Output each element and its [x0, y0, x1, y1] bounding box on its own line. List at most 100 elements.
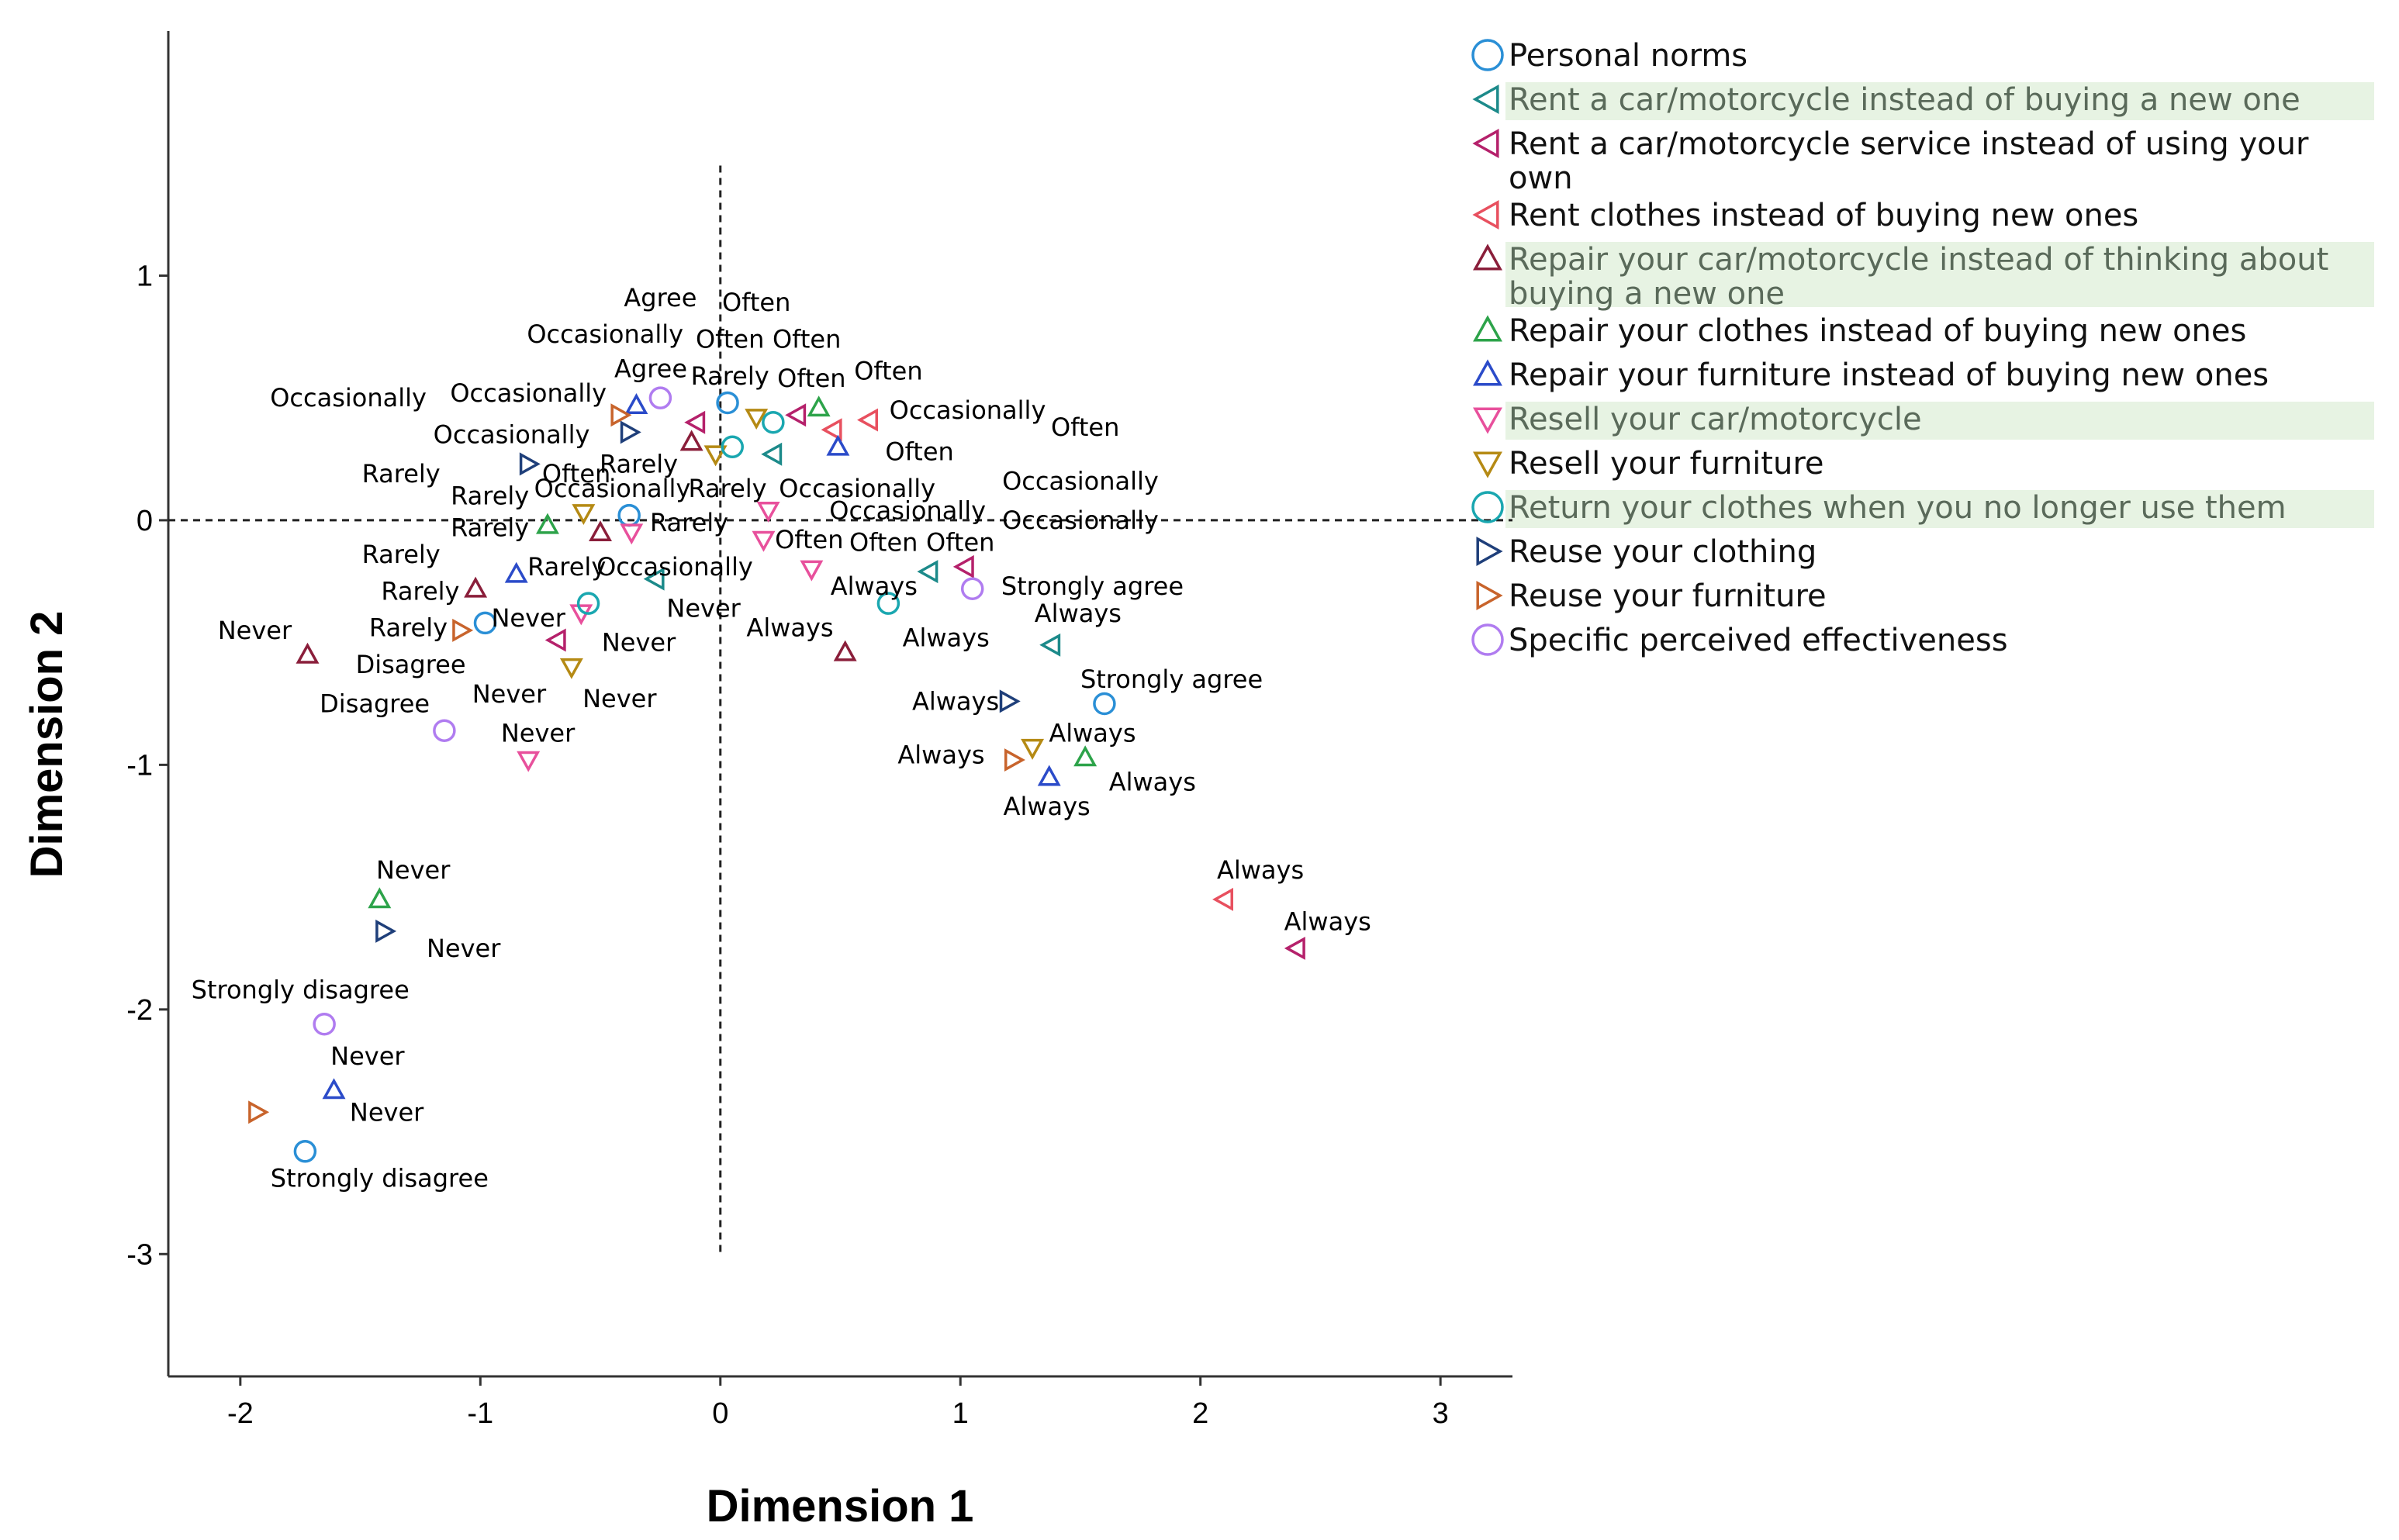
data-point	[519, 452, 541, 476]
legend-entry-label: Specific perceived effectiveness	[1509, 623, 2008, 658]
data-point	[857, 408, 878, 432]
legend-marker	[1473, 243, 1502, 271]
point-label: Always	[1217, 855, 1304, 885]
data-point	[762, 410, 785, 434]
point-label: Occasionally	[450, 378, 607, 408]
x-axis-title: Dimension 1	[707, 1481, 974, 1531]
point-label: Always	[912, 686, 999, 716]
legend-marker	[1476, 537, 1503, 566]
data-point	[807, 395, 831, 417]
data-point	[504, 561, 528, 583]
point-label: Rarely	[362, 540, 441, 569]
data-point	[576, 592, 600, 615]
point-label: Always	[746, 613, 833, 643]
point-label: Never	[491, 603, 565, 633]
legend-entry-label: Repair your car/motorcycle instead of th…	[1509, 242, 2328, 278]
data-point	[1039, 633, 1061, 657]
point-label: Rarely	[688, 474, 766, 503]
point-label: Occasionally	[527, 319, 683, 349]
legend-entry-label: Rent a car/motorcycle service instead of…	[1509, 126, 2309, 162]
y-tick-label: -3	[126, 1238, 153, 1271]
point-label: Often	[777, 364, 845, 393]
point-label: Rarely	[527, 552, 606, 582]
legend-row-highlight	[1505, 82, 2374, 120]
data-point	[721, 435, 744, 459]
data-point	[821, 418, 842, 442]
data-point	[756, 501, 780, 523]
x-tick-label: 0	[712, 1397, 728, 1430]
legend-marker	[1472, 85, 1499, 114]
data-point	[624, 393, 648, 414]
point-label: Often	[696, 324, 764, 354]
data-point	[679, 430, 703, 451]
data-point	[643, 567, 665, 591]
data-point	[248, 1100, 270, 1124]
legend-highlight-layer	[1505, 82, 2374, 528]
legend-entry-label: buying a new one	[1509, 276, 1785, 312]
point-label: Often	[775, 525, 843, 554]
data-point	[322, 1078, 346, 1100]
point-label: Often	[885, 437, 953, 467]
data-point	[517, 751, 541, 772]
point-label: Never	[427, 934, 501, 963]
data-point	[559, 658, 583, 679]
data-point	[826, 434, 850, 456]
axes-layer: -2 -1 0 1 2 3 -3 -2 -1 0 1	[126, 31, 1512, 1430]
legend-entry-label: Rent clothes instead of buying new ones	[1509, 198, 2138, 233]
legend-entry-label: Return your clothes when you no longer u…	[1509, 490, 2287, 526]
point-label: Occasionally	[1002, 506, 1159, 535]
data-point	[745, 409, 769, 430]
point-label: Never	[666, 593, 741, 623]
point-label: Often	[926, 527, 994, 557]
legend-marker	[1473, 359, 1502, 386]
data-point	[452, 618, 474, 642]
data-point	[620, 523, 644, 545]
data-point	[433, 719, 456, 742]
point-label: Occasionally	[270, 383, 427, 413]
point-label: Never	[472, 679, 547, 709]
point-label: Never	[602, 628, 676, 658]
data-point	[1021, 738, 1045, 760]
y-tick-label: -1	[126, 749, 153, 782]
point-label: Often	[854, 356, 922, 385]
point-label: Occasionally	[534, 474, 691, 503]
data-point	[473, 611, 497, 635]
point-label: Rarely	[381, 576, 459, 606]
point-label: Occasionally	[1002, 466, 1159, 495]
point-label: Occasionally	[779, 474, 935, 503]
point-label: Occasionally	[434, 420, 590, 450]
point-label: Always	[1035, 599, 1122, 628]
point-label: Rarely	[451, 481, 529, 510]
data-point	[296, 642, 320, 664]
point-label: Always	[1049, 718, 1136, 748]
data-point	[1093, 692, 1116, 716]
legend-entry-label: own	[1509, 161, 1573, 196]
point-label: Strongly disagree	[192, 975, 410, 1005]
x-tick-label: 1	[952, 1397, 969, 1430]
point-label: Occasionally	[829, 495, 986, 525]
data-point	[535, 513, 559, 534]
data-point	[999, 689, 1021, 713]
reference-lines	[168, 165, 1512, 1255]
data-point	[800, 560, 824, 582]
data-point	[785, 403, 807, 427]
y-tick-label: 1	[137, 260, 153, 292]
point-label: Often	[722, 288, 790, 317]
data-point	[313, 1012, 336, 1036]
point-label: Rarely	[600, 449, 678, 478]
legend-marker	[1472, 129, 1499, 158]
data-point	[610, 403, 632, 427]
data-point	[589, 520, 613, 542]
data-point	[960, 577, 984, 600]
legend: Personal norms Rent a car/motorcycle inst…	[1471, 38, 2328, 658]
legend-entry-label: Reuse your clothing	[1509, 534, 1817, 570]
point-label: Agree	[624, 283, 697, 312]
point-label: Rarely	[362, 459, 441, 489]
legend-entry-label: Resell your car/motorcycle	[1509, 402, 1922, 437]
x-tick-label: -1	[467, 1397, 493, 1430]
data-point	[761, 442, 783, 466]
point-label: Strongly agree	[1080, 665, 1263, 694]
data-point	[917, 560, 939, 584]
